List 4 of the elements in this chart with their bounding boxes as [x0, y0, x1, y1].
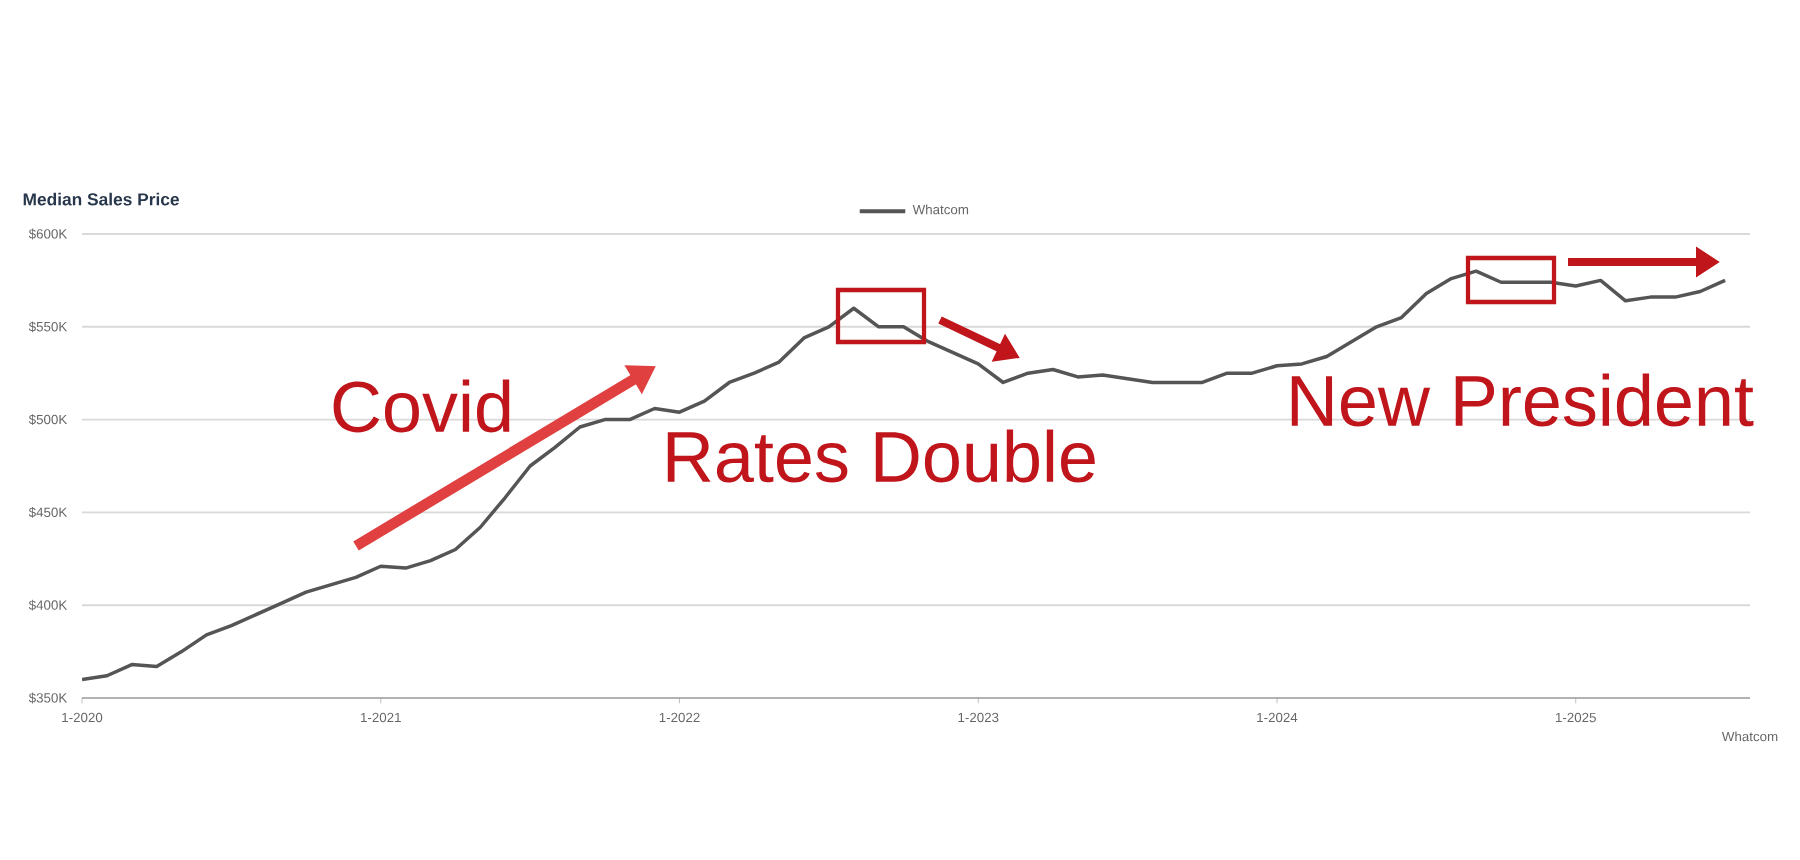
- annotation: Rates Double: [667, 429, 1095, 483]
- annotation: Covid: [333, 379, 510, 433]
- chart-title: Median Sales Price: [23, 192, 179, 206]
- annotation: New President: [1291, 373, 1754, 427]
